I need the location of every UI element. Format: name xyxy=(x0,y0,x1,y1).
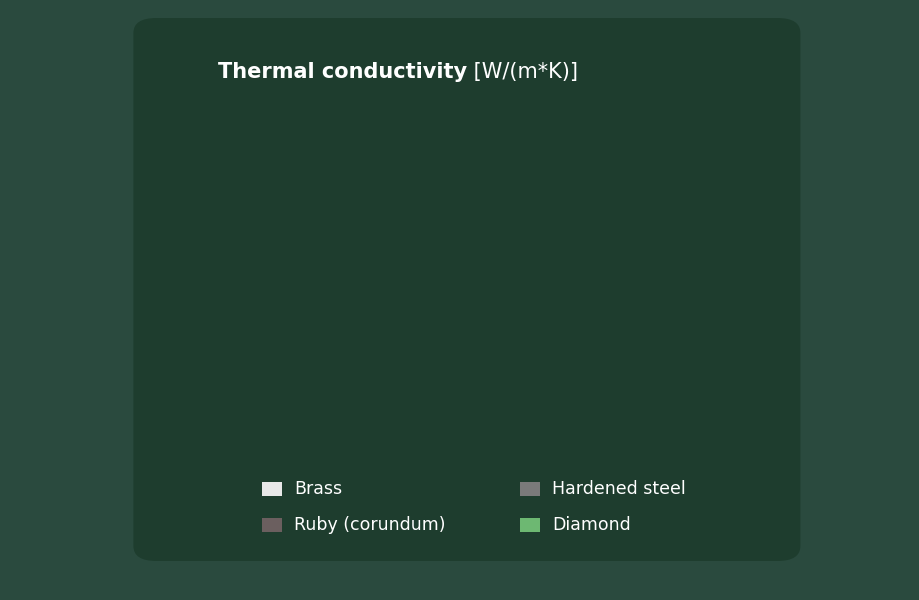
Text: Ruby (corundum): Ruby (corundum) xyxy=(294,516,446,534)
Bar xyxy=(300,390,372,453)
Bar xyxy=(565,432,639,453)
Bar xyxy=(432,429,505,453)
Text: Diamond: Diamond xyxy=(551,516,630,534)
Text: Hardened steel: Hardened steel xyxy=(551,480,685,498)
Bar xyxy=(698,166,771,453)
Text: [W/(m*K)]: [W/(m*K)] xyxy=(467,62,577,82)
Text: Brass: Brass xyxy=(294,480,342,498)
Text: Thermal conductivity: Thermal conductivity xyxy=(218,62,467,82)
